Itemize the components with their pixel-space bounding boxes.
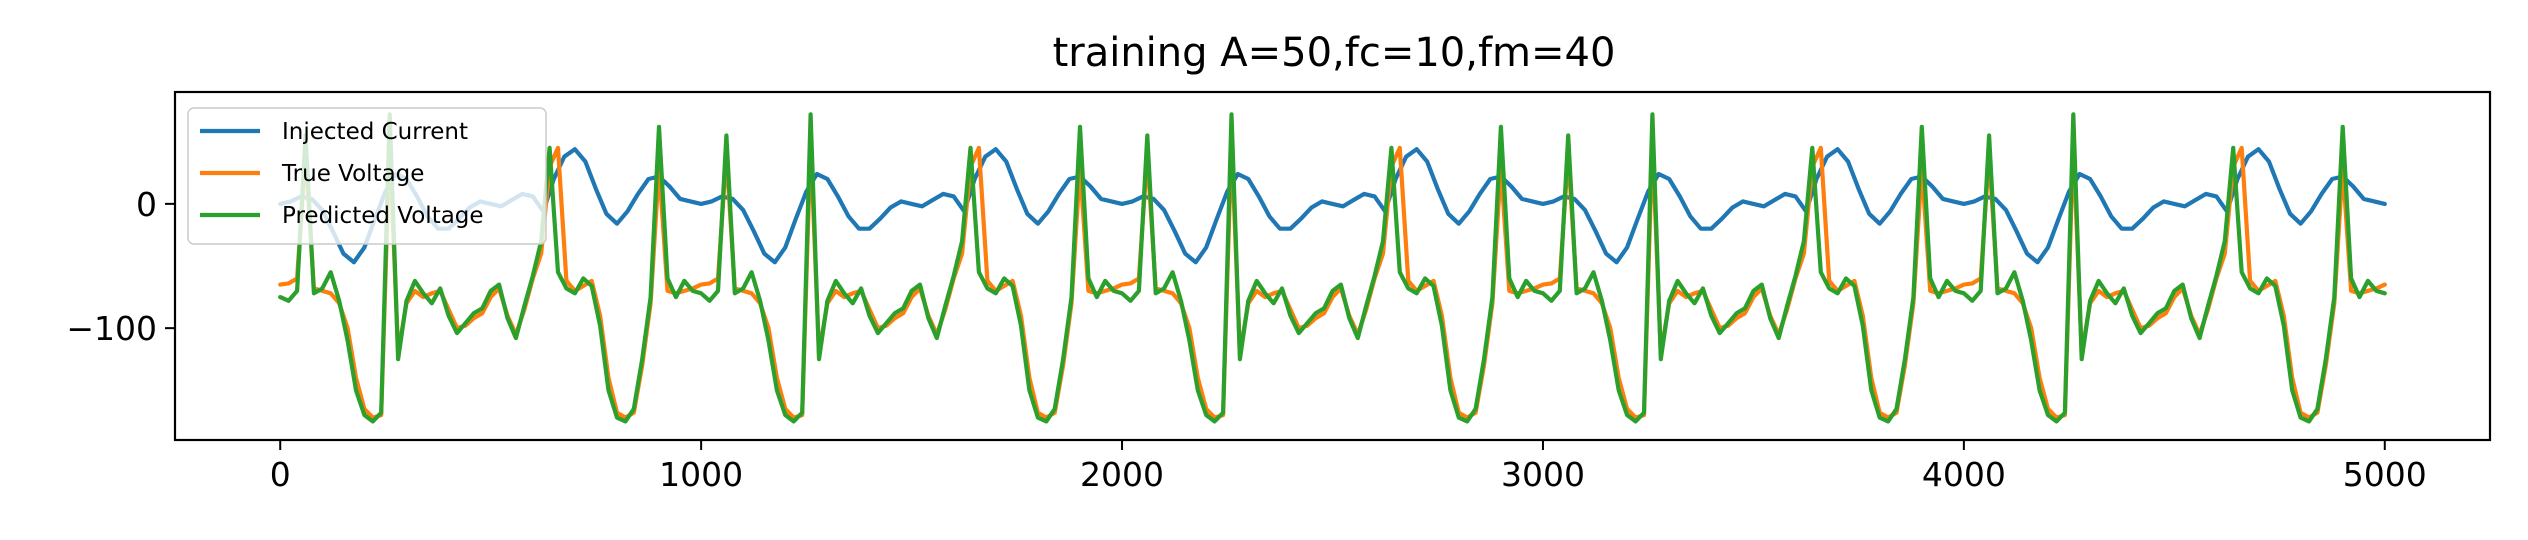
y-tick-label: −100 bbox=[66, 309, 157, 348]
x-tick-label: 0 bbox=[270, 455, 291, 494]
series-line-2 bbox=[278, 112, 2387, 424]
legend-label-2: Predicted Voltage bbox=[282, 203, 484, 229]
chart-title: training A=50,fc=10,fm=40 bbox=[1053, 30, 1616, 76]
y-tick-label: 0 bbox=[136, 185, 157, 224]
series-line-0 bbox=[278, 147, 2387, 265]
x-tick-label: 3000 bbox=[1501, 455, 1585, 494]
plot-frame bbox=[173, 90, 2492, 442]
legend-box bbox=[187, 107, 547, 245]
axes-layer: 0 1000 2000 3000 4000 5000 −100 0 bbox=[66, 185, 2426, 494]
legend-label-0: Injected Current bbox=[282, 119, 468, 145]
x-tick-label: 5000 bbox=[2343, 455, 2427, 494]
x-tick-label: 2000 bbox=[1080, 455, 1164, 494]
legend-label-1: True Voltage bbox=[281, 161, 424, 187]
x-tick-label: 1000 bbox=[659, 455, 743, 494]
legend: Injected Current True Voltage Predicted Vo… bbox=[187, 107, 547, 245]
series-layer bbox=[278, 112, 2387, 424]
x-tick-label: 4000 bbox=[1922, 455, 2006, 494]
